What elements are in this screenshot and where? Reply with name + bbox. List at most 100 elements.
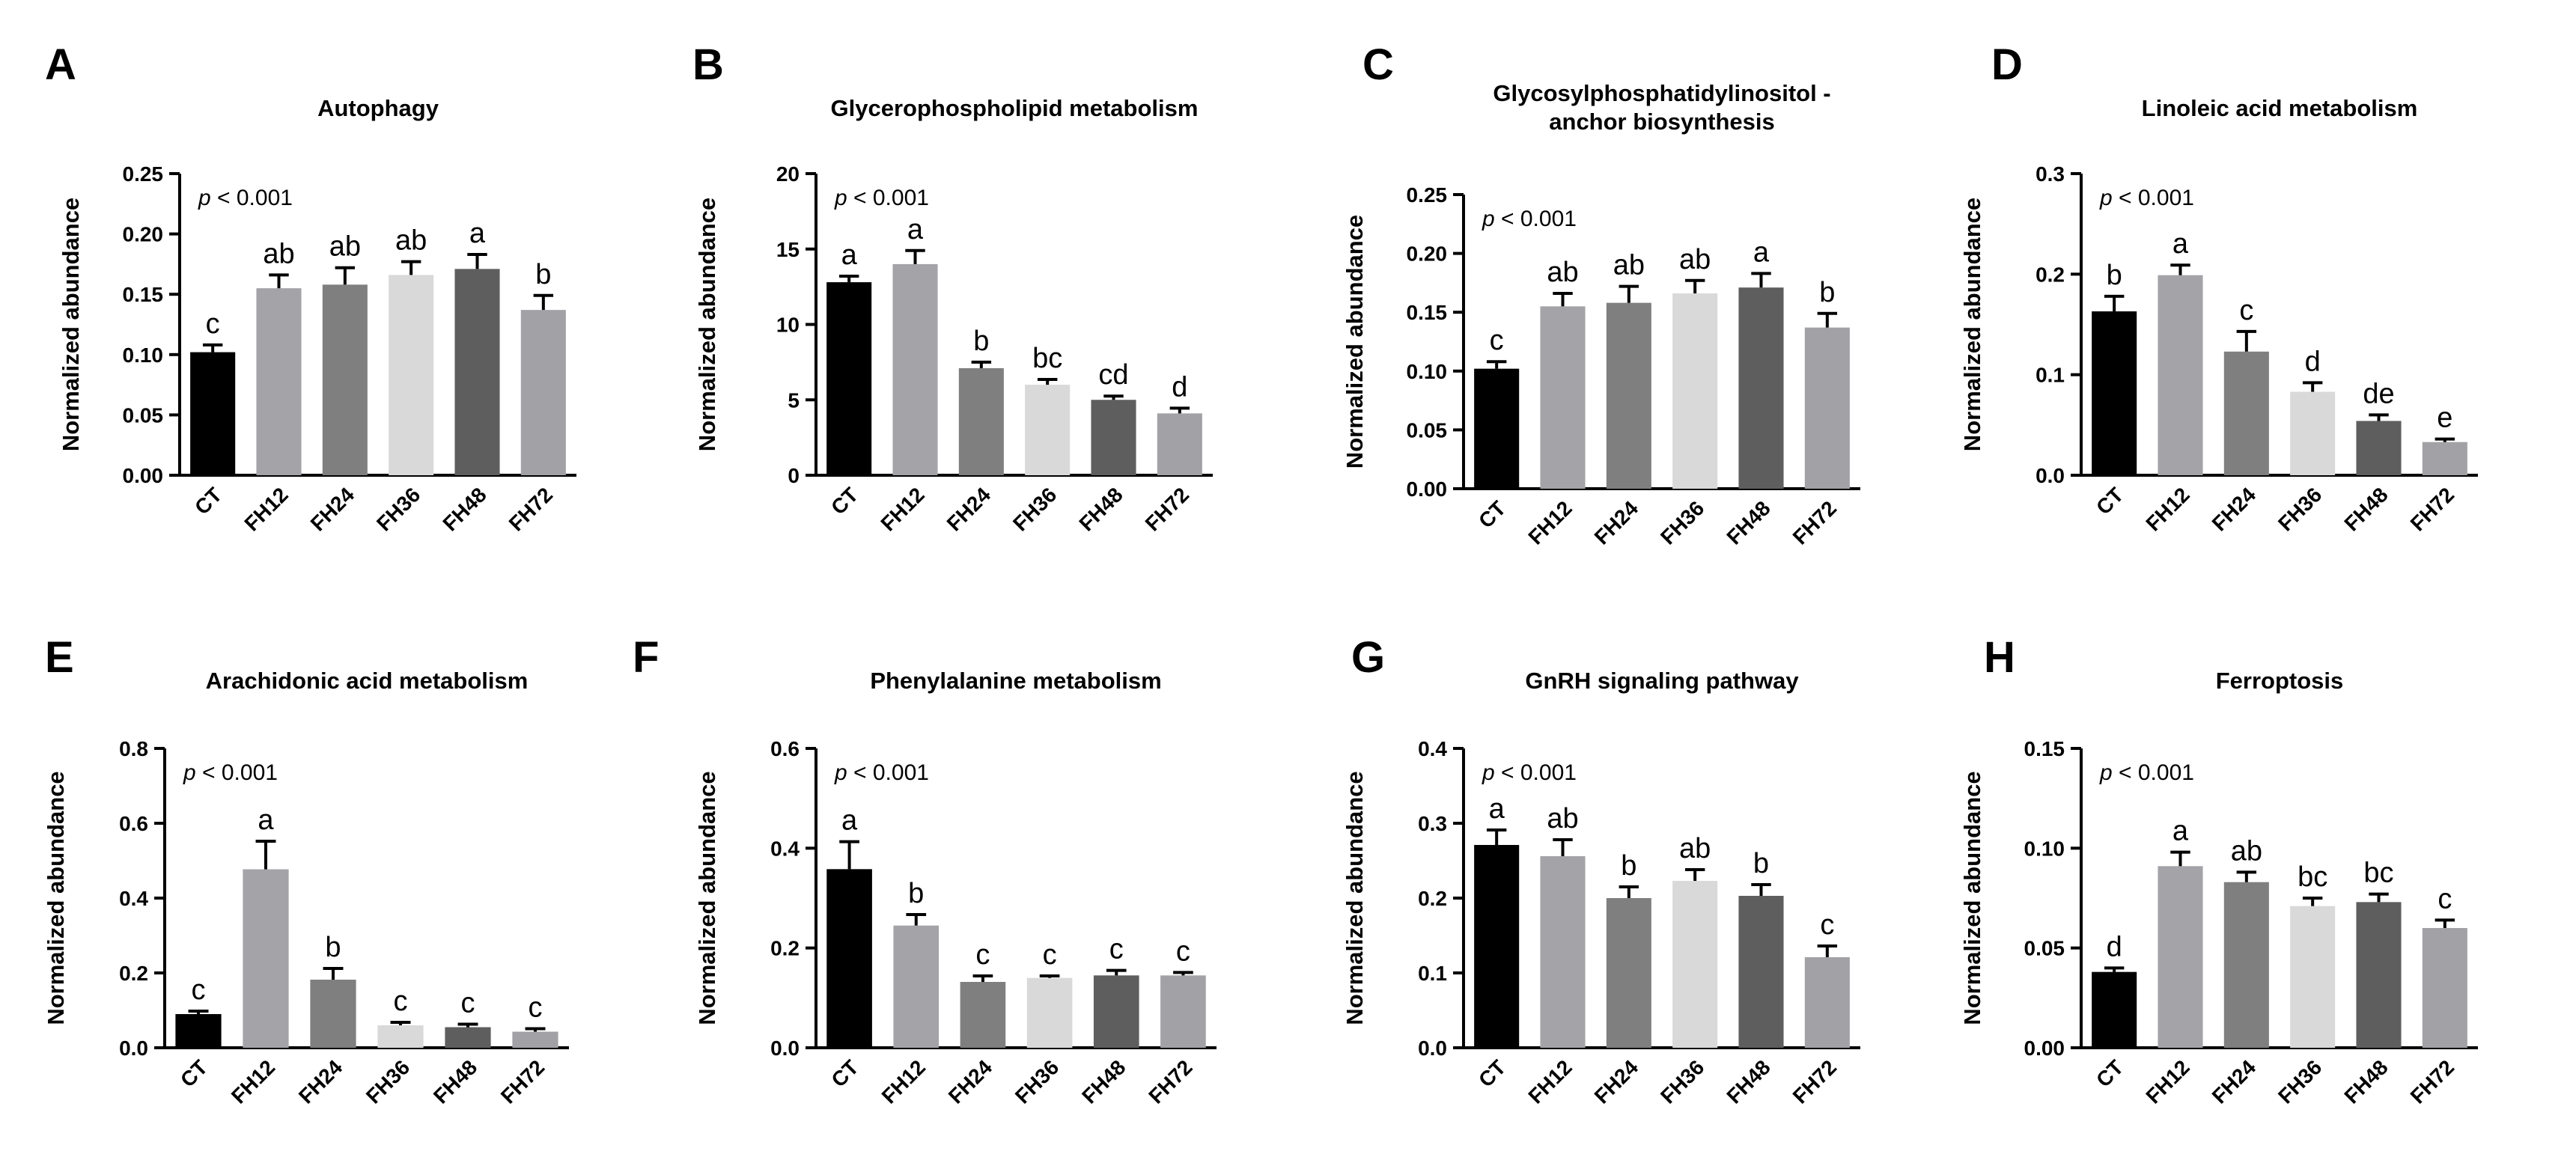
x-tick-label: FH72 <box>1788 1055 1841 1108</box>
y-tick-label: 15 <box>776 238 800 261</box>
panel-label: B <box>692 40 724 89</box>
y-axis-title: Normalized abundance <box>1342 215 1368 469</box>
x-tick-label: FH72 <box>2406 483 2458 535</box>
x-tick-label: CT <box>190 483 226 519</box>
significance-letter: a <box>907 214 924 245</box>
x-tick-label: FH72 <box>496 1055 549 1108</box>
p-value-label: p < 0.001 <box>2099 760 2194 785</box>
bar-fh24 <box>2223 351 2269 475</box>
y-axis-title: Normalized abundance <box>1959 198 1985 451</box>
y-tick-label: 0.0 <box>119 1037 148 1060</box>
x-tick-label: FH36 <box>1008 483 1061 535</box>
bar-fh12 <box>2158 275 2203 475</box>
bar-fh24 <box>310 980 356 1048</box>
x-tick-label: CT <box>176 1055 212 1091</box>
y-tick-label: 0.00 <box>123 464 164 487</box>
significance-letter: bc <box>2298 861 2327 893</box>
chart-title: GnRH signaling pathway <box>1525 668 1799 694</box>
significance-letter: c <box>529 992 543 1024</box>
significance-letter: de <box>2363 378 2394 409</box>
x-tick-label: CT <box>2092 483 2128 519</box>
x-tick-label: FH48 <box>438 483 490 535</box>
chart-panel-b: B Glycerophospholipid metabolism 0 5 10 15 20 N… <box>692 40 1213 536</box>
bar-fh48 <box>1738 896 1784 1048</box>
significance-letter: c <box>461 988 475 1019</box>
bar-fh24 <box>2223 882 2269 1048</box>
panel-label: C <box>1362 40 1394 89</box>
bar-fh36 <box>2290 391 2336 475</box>
bar-ct <box>1474 368 1520 489</box>
x-tick-label: FH36 <box>2274 483 2326 535</box>
chart-panel-a: A Autophagy 0.00 0.05 0.10 0.15 0.20 0.25 Normal… <box>45 40 576 536</box>
y-tick-label: 0.05 <box>2024 937 2065 960</box>
bar-ct <box>2092 311 2137 475</box>
chart-panel-c: C Glycosylphosphatidylinositol - anchor bi… <box>1342 40 1860 549</box>
significance-letter: c <box>394 986 408 1017</box>
bar-fh24 <box>1606 302 1651 489</box>
significance-letter: c <box>1490 325 1504 356</box>
x-tick-label: FH36 <box>372 483 424 535</box>
bar-fh36 <box>1026 977 1073 1048</box>
y-tick-label: 20 <box>776 162 800 186</box>
panel-label: H <box>1984 633 2015 682</box>
p-value-label: p < 0.001 <box>1482 207 1577 231</box>
significance-letter: ab <box>1679 244 1711 275</box>
y-tick-label: 0.2 <box>2035 263 2065 286</box>
bar-fh72 <box>1804 327 1850 489</box>
significance-letter: d <box>1172 371 1187 403</box>
x-tick-label: FH24 <box>943 483 996 536</box>
chart-panel-d: D Linoleic acid metabolism 0.0 0.1 0.2 0.3 Nor… <box>1959 40 2478 536</box>
x-tick-label: FH12 <box>240 483 292 535</box>
significance-letter: b <box>2107 260 2122 291</box>
x-tick-label: CT <box>1474 1055 1510 1091</box>
y-tick-label: 0.15 <box>123 283 164 306</box>
y-axis-title: Normalized abundance <box>694 198 720 451</box>
y-tick-label: 0.4 <box>119 887 148 910</box>
bar-fh24 <box>960 982 1006 1048</box>
chart-panel-f: F Phenylalanine metabolism 0.0 0.2 0.4 0.6 Nor… <box>633 633 1217 1108</box>
y-tick-label: 0.6 <box>119 812 148 835</box>
x-tick-label: FH36 <box>2274 1055 2326 1108</box>
y-axis-title: Normalized abundance <box>58 198 84 451</box>
y-tick-label: 0.15 <box>2024 737 2065 760</box>
significance-letter: c <box>1820 909 1834 941</box>
y-tick-label: 0.1 <box>1418 962 1447 985</box>
significance-letter: b <box>973 326 989 357</box>
chart-title: Autophagy <box>317 95 439 121</box>
chart-title: Arachidonic acid metabolism <box>206 668 529 694</box>
bar-fh36 <box>389 275 434 475</box>
x-tick-label: FH72 <box>505 483 557 535</box>
y-tick-label: 0.3 <box>1418 812 1447 835</box>
x-tick-label: FH48 <box>429 1055 481 1108</box>
chart-title: anchor biosynthesis <box>1549 109 1774 135</box>
x-tick-label: FH36 <box>1656 496 1708 549</box>
bar-fh72 <box>520 310 566 475</box>
x-tick-label: FH72 <box>1144 1055 1196 1108</box>
y-axis-title: Normalized abundance <box>43 771 69 1025</box>
x-tick-label: FH48 <box>1077 1055 1130 1108</box>
y-tick-label: 0.4 <box>1418 737 1447 760</box>
significance-letter: ab <box>1547 803 1578 834</box>
y-tick-label: 0.05 <box>1407 418 1448 442</box>
y-tick-label: 0 <box>788 464 800 487</box>
chart-panel-e: E Arachidonic acid metabolism 0.0 0.2 0.4 0.6… <box>43 633 569 1108</box>
x-tick-label: FH24 <box>1590 496 1643 549</box>
significance-letter: c <box>192 974 206 1006</box>
bar-fh12 <box>2158 866 2203 1048</box>
x-tick-label: CT <box>1474 496 1510 532</box>
bar-fh48 <box>1093 975 1139 1048</box>
y-tick-label: 10 <box>776 314 800 337</box>
p-value-label: p < 0.001 <box>1482 760 1577 785</box>
bar-fh36 <box>377 1025 424 1048</box>
x-tick-label: FH24 <box>2208 483 2261 536</box>
significance-letter: a <box>469 218 486 249</box>
significance-letter: b <box>535 259 551 290</box>
bar-fh12 <box>892 263 938 475</box>
bar-ct <box>826 869 872 1048</box>
bar-fh72 <box>1160 975 1206 1048</box>
x-tick-label: FH72 <box>1788 496 1841 549</box>
bar-fh24 <box>1606 898 1651 1048</box>
x-tick-label: FH48 <box>1722 496 1774 549</box>
bar-fh36 <box>2290 906 2336 1048</box>
